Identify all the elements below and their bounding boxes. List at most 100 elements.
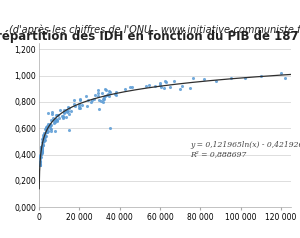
Point <box>107 126 112 130</box>
Point <box>76 104 81 108</box>
Point <box>46 129 50 133</box>
Point <box>49 119 54 122</box>
Point <box>67 106 72 110</box>
Point <box>38 153 43 156</box>
Point <box>42 136 47 139</box>
Point <box>41 136 46 140</box>
Point <box>77 102 82 105</box>
Point <box>101 97 106 101</box>
Point <box>42 133 47 137</box>
Point <box>39 146 44 150</box>
Point <box>106 89 111 93</box>
Point <box>38 152 43 156</box>
Point <box>161 86 166 90</box>
Point <box>158 85 163 89</box>
Point <box>38 156 43 160</box>
Point <box>202 77 207 81</box>
Point <box>130 85 135 89</box>
Point <box>39 149 44 153</box>
Point <box>56 116 61 119</box>
Point <box>66 109 70 113</box>
Point <box>99 91 104 95</box>
Point <box>69 109 74 113</box>
Point <box>38 155 43 159</box>
Point <box>214 79 219 83</box>
Point <box>39 148 44 152</box>
Point <box>47 126 52 130</box>
Point <box>45 125 50 129</box>
Point <box>60 116 65 120</box>
Point <box>38 163 43 167</box>
Point <box>38 150 43 154</box>
Point <box>83 94 88 97</box>
Point <box>39 145 44 149</box>
Point <box>46 123 51 126</box>
Point <box>53 129 58 133</box>
Point <box>258 74 263 78</box>
Point <box>46 124 51 128</box>
Point <box>191 76 196 79</box>
Point <box>39 146 44 150</box>
Point <box>58 108 63 112</box>
Point <box>40 139 45 143</box>
Point <box>38 162 42 166</box>
Point <box>38 162 42 166</box>
Point <box>50 110 54 114</box>
Point <box>95 91 100 95</box>
Point <box>102 95 106 99</box>
Point <box>49 127 54 130</box>
Point <box>103 87 108 91</box>
Point <box>73 104 77 108</box>
Point <box>38 163 43 167</box>
Point <box>78 97 83 101</box>
Point <box>39 147 44 150</box>
Point <box>152 84 157 88</box>
Point <box>55 119 60 123</box>
Point <box>52 121 56 125</box>
Point <box>43 135 48 139</box>
Point <box>41 134 46 138</box>
Point <box>40 135 45 139</box>
Point <box>39 143 44 147</box>
Point <box>96 108 101 111</box>
Point <box>64 115 68 119</box>
Point <box>39 137 44 141</box>
Point <box>79 103 84 107</box>
Point <box>92 94 97 97</box>
Point <box>44 128 48 132</box>
Point <box>38 159 42 163</box>
Point <box>43 139 47 142</box>
Point <box>52 118 57 122</box>
Point <box>40 145 45 149</box>
Point <box>228 76 233 79</box>
Title: répartition des IDH en fonction du PIB de 187 pays: répartition des IDH en fonction du PIB d… <box>0 30 300 43</box>
Point <box>45 127 50 131</box>
Point <box>54 118 59 122</box>
Point <box>38 156 43 160</box>
Point <box>180 84 184 88</box>
Point <box>40 137 45 141</box>
Point <box>48 123 53 127</box>
Point <box>38 154 42 158</box>
Point <box>123 87 128 91</box>
Point <box>43 130 48 134</box>
Point <box>71 102 76 106</box>
Point <box>95 88 100 92</box>
Point <box>78 106 82 110</box>
Text: y = 0,121965ln(x) - 0,421926
R² = 0,888697: y = 0,121965ln(x) - 0,421926 R² = 0,8886… <box>190 141 300 158</box>
Point <box>38 155 43 159</box>
Point <box>40 144 44 148</box>
Point <box>40 143 45 147</box>
Point <box>62 110 67 114</box>
Point <box>39 145 44 149</box>
Point <box>41 133 46 136</box>
Point <box>42 131 47 134</box>
Point <box>38 155 43 159</box>
Point <box>101 100 106 104</box>
Point <box>128 85 133 89</box>
Point <box>113 90 118 94</box>
Point <box>38 149 43 153</box>
Point <box>66 112 71 116</box>
Point <box>96 94 100 98</box>
Point <box>38 159 43 163</box>
